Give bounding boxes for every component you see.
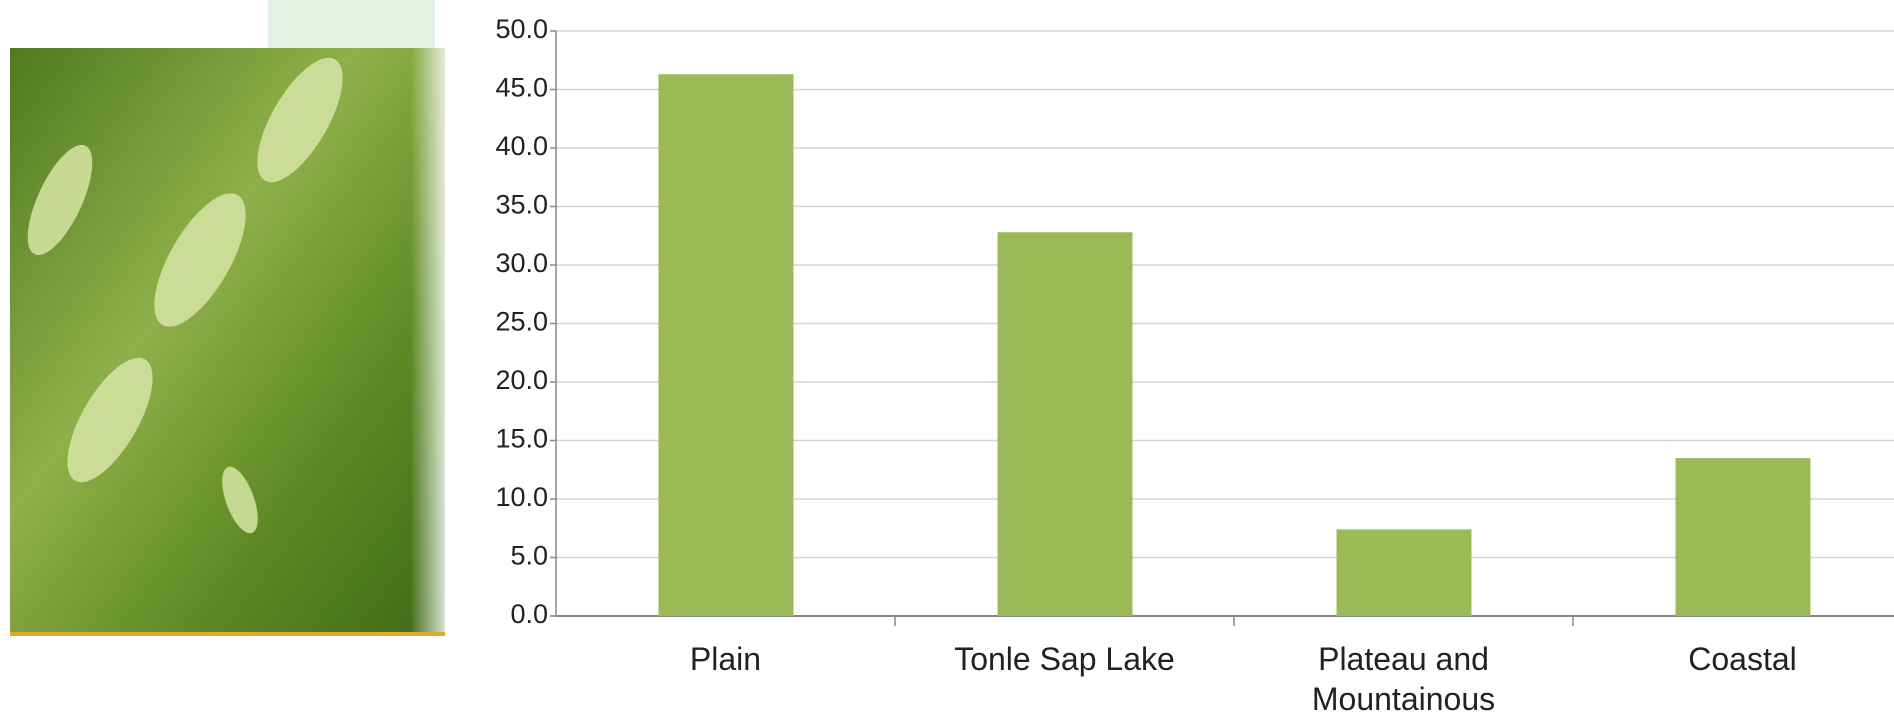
- photo-underline: [10, 632, 445, 636]
- bar: [1336, 529, 1472, 616]
- y-tick-label: 50.0: [495, 14, 548, 44]
- y-tick-label: 0.0: [510, 599, 548, 629]
- y-tick-label: 5.0: [510, 541, 548, 571]
- bar: [658, 74, 794, 617]
- x-tick-label: Plain: [689, 641, 762, 677]
- x-tick-label: Tonle Sap Lake: [954, 641, 1175, 677]
- x-tick-label: Coastal: [1688, 641, 1797, 677]
- photo: [10, 48, 445, 632]
- y-tick-label: 45.0: [495, 73, 548, 103]
- y-tick-label: 30.0: [495, 248, 548, 278]
- bar: [1675, 458, 1811, 616]
- decor-block: [268, 0, 435, 48]
- y-tick-label: 10.0: [495, 482, 548, 512]
- photo-detail: [27, 57, 343, 534]
- y-tick-label: 20.0: [495, 365, 548, 395]
- y-tick-label: 15.0: [495, 424, 548, 454]
- photo-fade: [410, 48, 445, 632]
- y-tick-label: 35.0: [495, 190, 548, 220]
- y-tick-label: 25.0: [495, 307, 548, 337]
- bar: [997, 232, 1133, 617]
- y-tick-label: 40.0: [495, 131, 548, 161]
- x-tick-label: Plateau and Mountainous: [1311, 641, 1496, 715]
